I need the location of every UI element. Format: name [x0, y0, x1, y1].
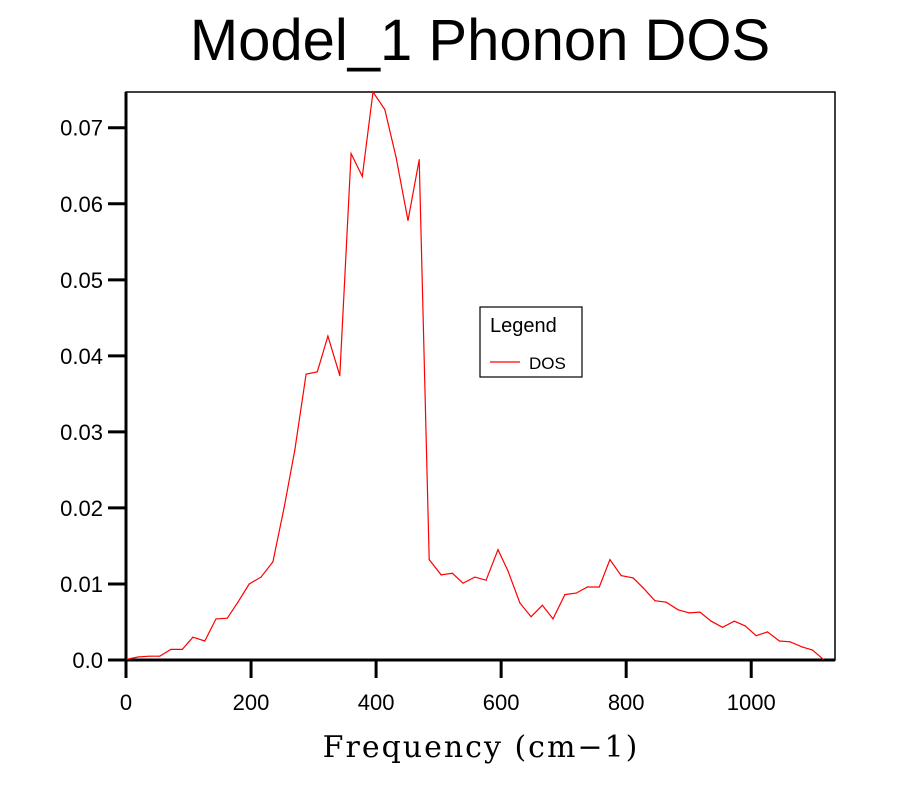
- data-point: [204, 640, 206, 642]
- data-point: [552, 618, 554, 620]
- data-point: [822, 658, 824, 660]
- data-point: [327, 335, 329, 337]
- data-point: [361, 175, 363, 178]
- data-point: [766, 631, 769, 633]
- data-point: [497, 549, 499, 551]
- data-point: [237, 601, 239, 603]
- data-point: [688, 612, 690, 614]
- data-point: [148, 655, 150, 657]
- x-tick-label: 200: [233, 690, 270, 715]
- x-tick-label: 400: [358, 690, 395, 715]
- y-tick-label: 0.0: [72, 648, 103, 673]
- data-point: [811, 649, 814, 651]
- data-point: [372, 91, 374, 93]
- data-point: [744, 625, 746, 627]
- data-point: [260, 576, 262, 578]
- y-tick-label: 0.02: [60, 496, 103, 521]
- data-point: [642, 587, 644, 589]
- series-line-dos: [127, 90, 824, 660]
- data-point: [598, 586, 600, 588]
- data-point: [462, 582, 464, 584]
- data-point: [407, 219, 409, 222]
- chart-title: Model_1 Phonon DOS: [190, 8, 770, 73]
- data-point: [541, 604, 543, 606]
- data-point: [305, 373, 307, 375]
- data-point: [137, 656, 139, 658]
- data-point: [710, 620, 712, 622]
- data-point: [677, 609, 679, 611]
- data-point: [395, 156, 397, 158]
- data-point: [451, 572, 453, 574]
- data-point: [170, 648, 172, 650]
- data-point: [721, 626, 724, 628]
- data-point: [226, 617, 228, 619]
- data-point: [350, 152, 352, 155]
- data-point: [316, 371, 318, 373]
- data-point: [283, 506, 285, 508]
- data-point: [586, 586, 589, 588]
- data-point: [609, 559, 611, 561]
- data-point: [440, 574, 442, 576]
- data-point: [778, 640, 780, 642]
- data-point: [575, 592, 577, 594]
- data-point: [428, 559, 430, 561]
- y-tick-label: 0.04: [60, 344, 103, 369]
- data-point: [248, 583, 250, 585]
- y-tick-label: 0.07: [60, 116, 103, 141]
- legend-box: [479, 306, 583, 378]
- data-point: [418, 159, 420, 161]
- data-point: [339, 375, 341, 377]
- data-point: [733, 620, 735, 622]
- x-ticks: 0 200 400 600 800 1000: [120, 660, 776, 715]
- data-point: [192, 636, 194, 638]
- x-tick-label: 0: [120, 690, 132, 715]
- y-tick-label: 0.06: [60, 192, 103, 217]
- x-tick-label: 1000: [727, 690, 776, 715]
- y-tick-label: 0.01: [60, 572, 103, 597]
- data-point: [181, 648, 183, 650]
- y-ticks: 0.0 0.01 0.02 0.03 0.04 0.05 0.06 0.07: [60, 116, 126, 673]
- data-point: [755, 635, 757, 637]
- data-point: [126, 658, 128, 660]
- data-point: [801, 646, 804, 648]
- x-tick-label: 800: [608, 690, 645, 715]
- data-point: [272, 561, 274, 563]
- data-point: [507, 570, 509, 572]
- data-point: [620, 574, 622, 577]
- data-point: [215, 618, 217, 620]
- legend-title: Legend: [490, 315, 557, 337]
- data-point: [294, 449, 296, 451]
- data-point: [564, 594, 566, 596]
- y-tick-label: 0.03: [60, 420, 103, 445]
- data-point: [474, 576, 476, 578]
- data-points: [126, 91, 824, 660]
- data-point: [699, 611, 701, 613]
- y-tick-label: 0.05: [60, 268, 103, 293]
- x-tick-label: 600: [483, 690, 520, 715]
- legend-entry-dos: DOS: [529, 354, 566, 373]
- data-point: [159, 655, 161, 657]
- data-point: [530, 616, 532, 618]
- data-point: [654, 600, 656, 602]
- legend: Legend DOS: [479, 306, 583, 378]
- data-point: [519, 602, 521, 604]
- data-point: [789, 641, 791, 643]
- data-point: [485, 579, 487, 581]
- data-point: [665, 601, 667, 603]
- data-point: [384, 108, 386, 111]
- data-point: [632, 577, 634, 579]
- x-axis-label: Frequency (cm−1): [323, 730, 640, 765]
